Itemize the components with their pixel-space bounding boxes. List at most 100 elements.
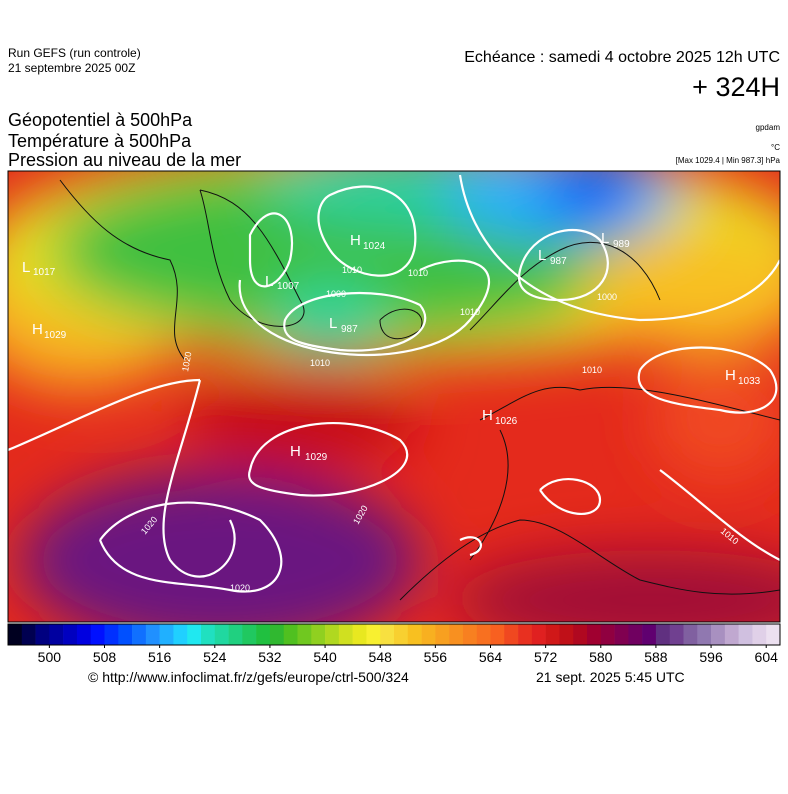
colorbar: 500 508 516 524 532 540 548 556 564 572 580 588 596 6… (7, 623, 781, 665)
colorbar-swatch (614, 624, 629, 645)
colorbar-swatch (90, 624, 105, 645)
colorbar-swatch (76, 624, 92, 645)
colorbar-tick-label: 604 (755, 649, 779, 665)
colorbar-swatch (518, 624, 533, 645)
center-symbol: L (329, 315, 337, 332)
colorbar-swatch (642, 624, 657, 645)
colorbar-swatch (449, 624, 464, 645)
colorbar-tick-label: 588 (644, 649, 668, 665)
colorbar-swatch (63, 624, 78, 645)
map (8, 171, 780, 622)
colorbar-tick-label: 532 (258, 649, 282, 665)
colorbar-swatch (283, 624, 298, 645)
colorbar-swatch (531, 624, 546, 645)
colorbar-swatch (104, 624, 119, 645)
colorbar-swatch (421, 624, 436, 645)
colorbar-swatch (187, 624, 202, 645)
run-date: 21 septembre 2025 00Z (8, 61, 135, 75)
colorbar-swatch (559, 624, 574, 645)
colorbar-swatch (573, 624, 588, 645)
field: Géopotentiel à 500hPa (8, 110, 193, 130)
colorbar-swatch (352, 624, 367, 645)
center-value: 989 (613, 239, 630, 250)
colorbar-swatch (228, 624, 243, 645)
field: Pression au niveau de la mer (8, 150, 241, 170)
colorbar-swatch (145, 624, 160, 645)
colorbar-swatch (711, 624, 726, 645)
colorbar-swatch (297, 624, 312, 645)
center-value: 1017 (33, 267, 56, 278)
colorbar-swatch (504, 624, 519, 645)
colorbar-swatch (435, 624, 450, 645)
colorbar-swatch (462, 624, 478, 645)
colorbar-swatch (201, 624, 216, 645)
colorbar-swatch (49, 624, 64, 645)
colorbar-swatch (380, 624, 395, 645)
colorbar-tick-label: 564 (479, 649, 503, 665)
center-symbol: H (350, 232, 361, 249)
colorbar-swatch (697, 624, 712, 645)
isobar-label: 1020 (230, 583, 250, 593)
colorbar-swatch (587, 624, 602, 645)
colorbar-frame (7, 623, 781, 646)
colorbar-tick-label: 540 (313, 649, 337, 665)
center-symbol: H (290, 443, 301, 460)
colorbar-swatch (476, 624, 491, 645)
center-value: 1033 (738, 376, 761, 387)
source-url: © http://www.infoclimat.fr/z/gefs/europe… (88, 669, 409, 685)
colorbar-swatch (545, 624, 560, 645)
colorbar-swatch (269, 624, 285, 645)
colorbar-swatch (683, 624, 698, 645)
generated-time: 21 sept. 2025 5:45 UTC (536, 669, 685, 685)
unit: °C (771, 143, 780, 152)
isobar-label: 1000 (326, 289, 346, 299)
valid-time: Echéance : samedi 4 octobre 2025 12h UTC (464, 49, 780, 66)
unit: [Max 1029.4 | Min 987.3] hPa (676, 156, 781, 165)
center-value: 987 (550, 256, 567, 267)
colorbar-tick-label: 572 (534, 649, 558, 665)
center-symbol: L (265, 273, 273, 290)
colorbar-swatch (325, 624, 340, 645)
isobar-label: 1010 (310, 358, 330, 368)
center-symbol: L (22, 259, 30, 276)
unit: gpdam (756, 123, 781, 132)
colorbar-swatch (394, 624, 409, 645)
colorbar-swatch (628, 624, 643, 645)
colorbar-swatch (132, 624, 147, 645)
colorbar-swatch (242, 624, 257, 645)
colorbar-tick-label: 516 (148, 649, 172, 665)
center-symbol: L (538, 247, 546, 264)
pressure-centers: L 1017 H 1029 H 1024 L 1007 L 987 L 987 L 989 H… (22, 230, 761, 463)
run: Run GEFS (run controle) (8, 46, 141, 60)
colorbar-swatch (256, 624, 271, 645)
colorbar-tick-label: 524 (203, 649, 227, 665)
colorbar-swatch (118, 624, 133, 645)
isobar-label: 1010 (408, 268, 428, 278)
colorbar-swatch (214, 624, 229, 645)
field: Température à 500hPa (8, 131, 192, 151)
colorbar-swatch (655, 624, 671, 645)
center-symbol: H (725, 367, 736, 384)
colorbar-swatch (21, 624, 36, 645)
colorbar-swatch (159, 624, 174, 645)
colorbar-swatch (752, 624, 767, 645)
colorbar-swatch (8, 624, 23, 645)
center-value: 1024 (363, 241, 386, 252)
colorbar-swatch (669, 624, 684, 645)
center-value: 1026 (495, 416, 518, 427)
colorbar-tick-label: 500 (38, 649, 62, 665)
colorbar-swatch (338, 624, 353, 645)
center-symbol: L (601, 230, 609, 247)
center-value: 1029 (44, 330, 67, 341)
isobar-label: 1010 (342, 265, 362, 275)
colorbar-swatch (724, 624, 739, 645)
colorbar-tick-label: 596 (699, 649, 723, 665)
colorbar-tick-label: 556 (424, 649, 448, 665)
isobar-label: 1010 (582, 365, 602, 375)
colorbar-swatch (35, 624, 50, 645)
colorbar-swatch (766, 624, 781, 645)
center-symbol: H (32, 321, 43, 338)
colorbar-swatch (407, 624, 422, 645)
isobar-label: 1020 (180, 351, 193, 372)
